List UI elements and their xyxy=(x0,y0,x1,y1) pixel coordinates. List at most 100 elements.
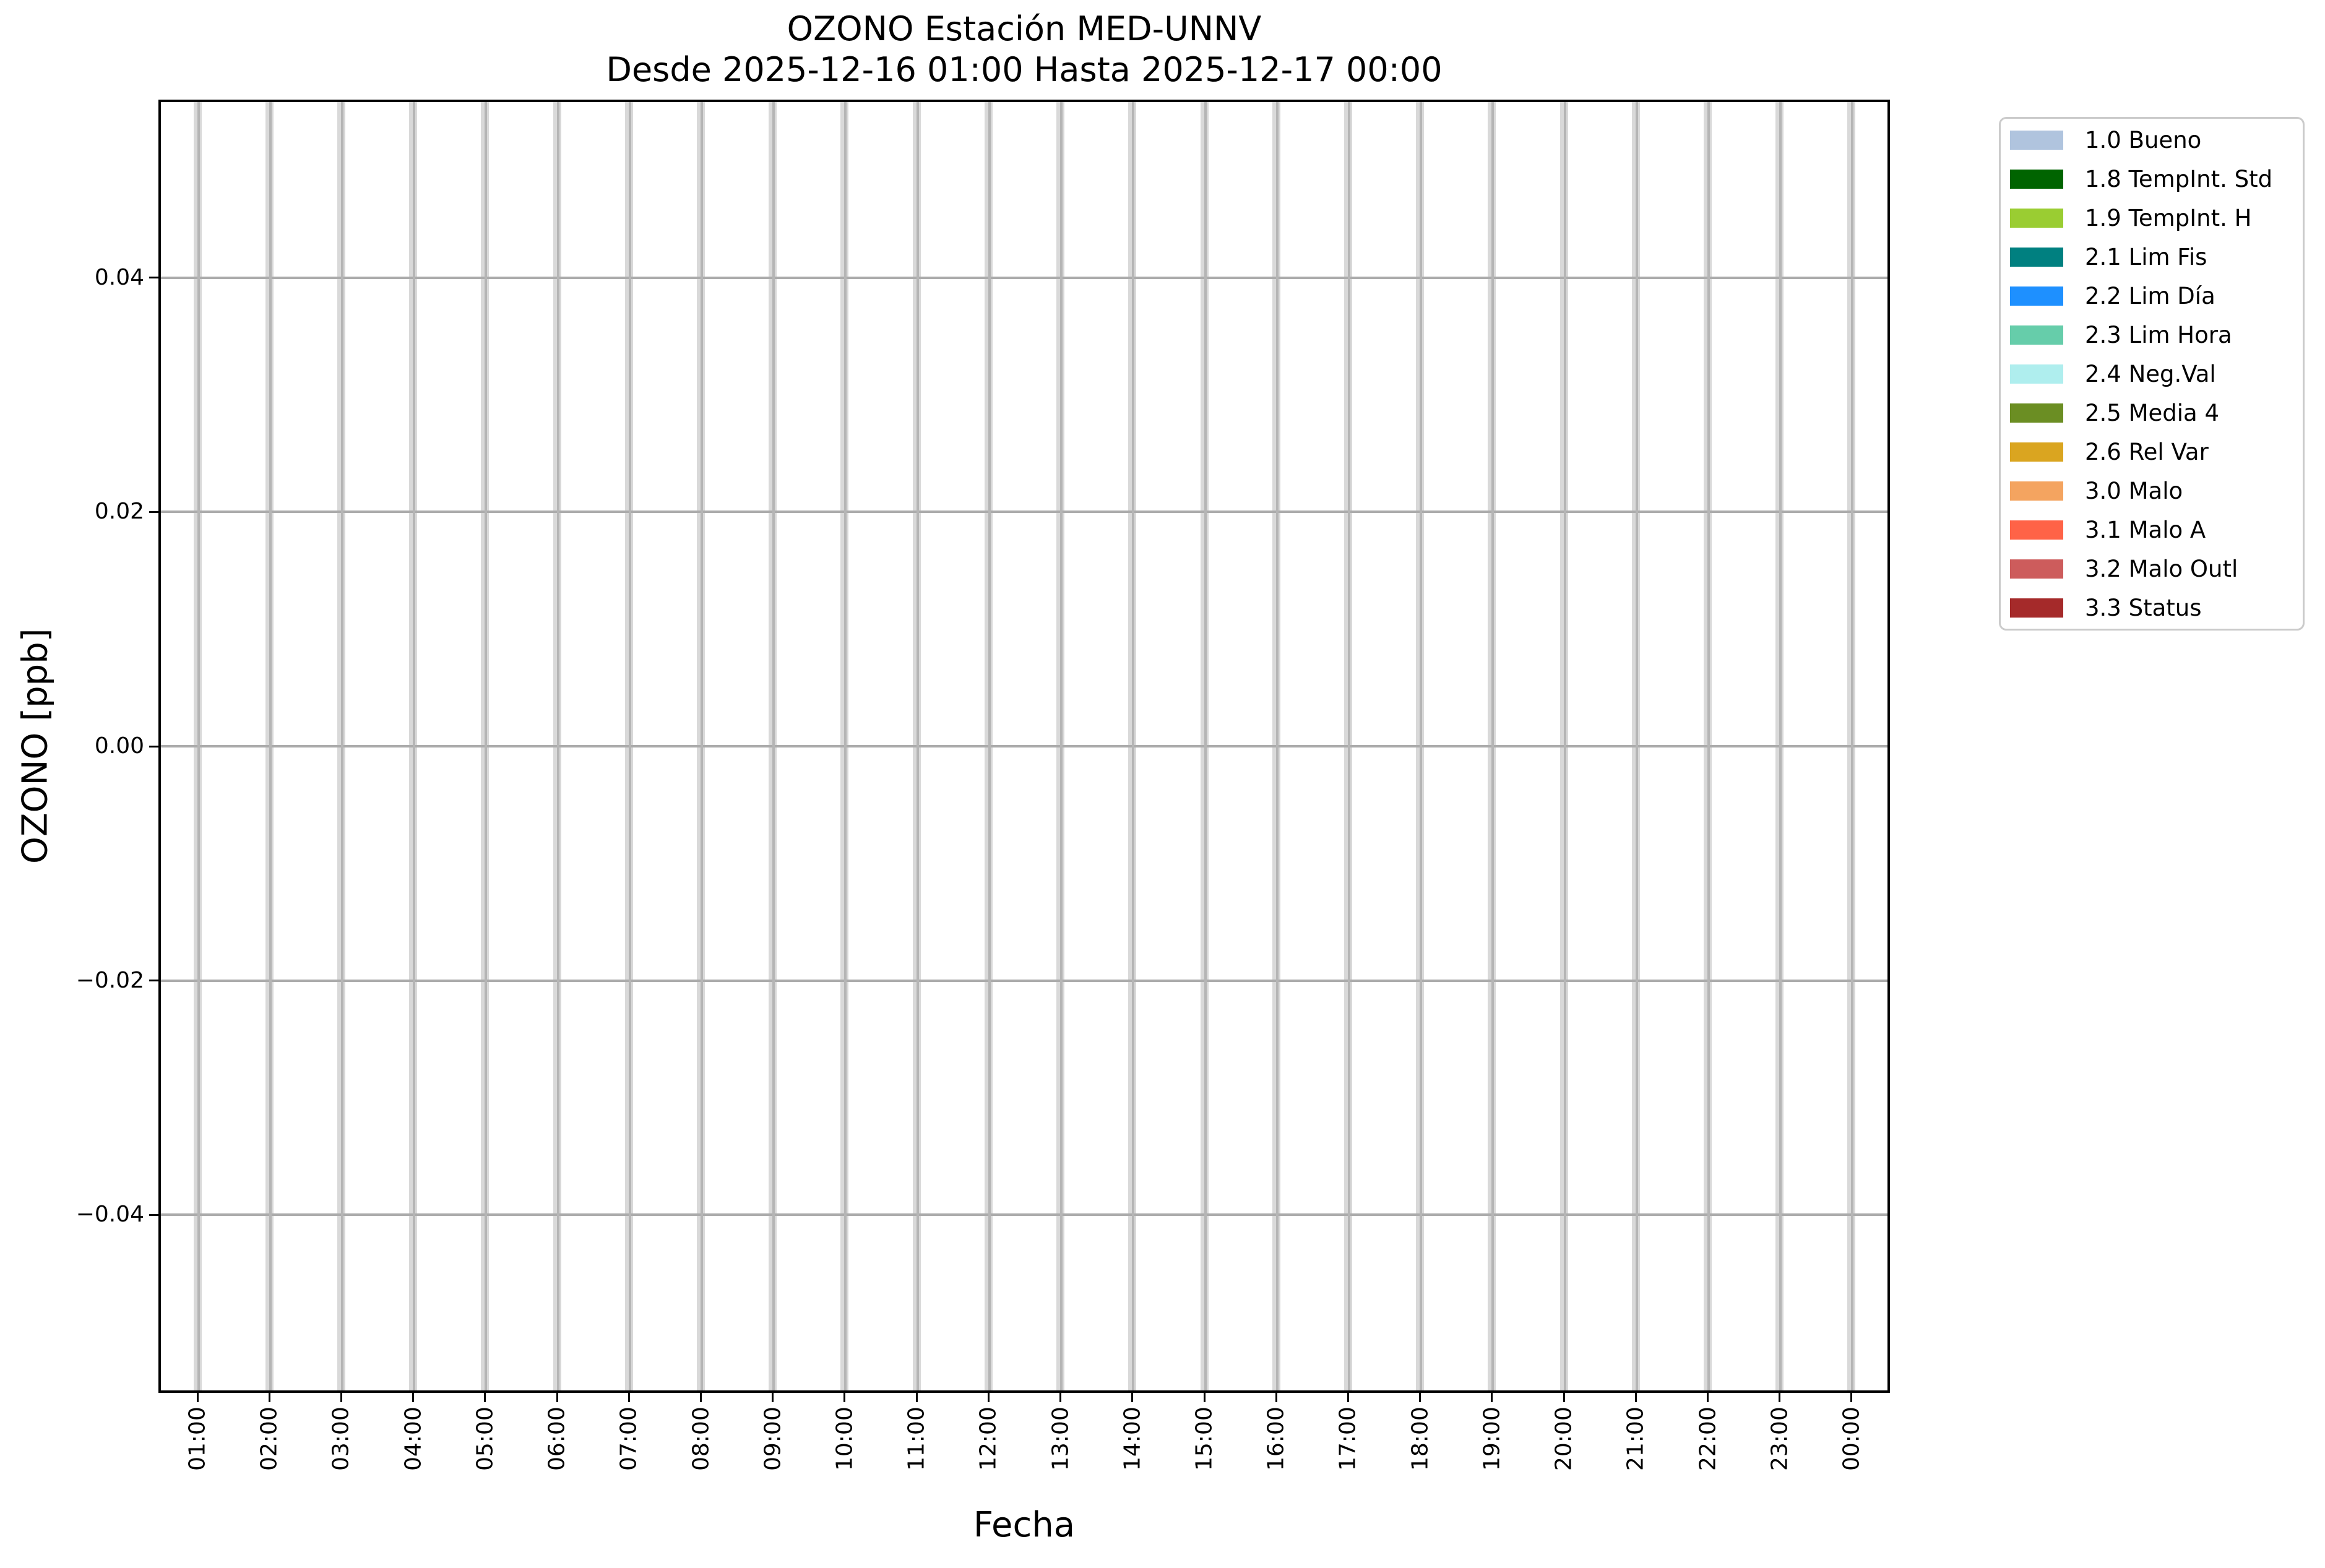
chart-title-block: OZONO Estación MED-UNNV Desde 2025-12-16… xyxy=(161,9,1887,90)
legend-label: 3.3 Status xyxy=(2085,594,2202,621)
x-tick xyxy=(1203,1393,1206,1402)
legend-label: 3.1 Malo A xyxy=(2085,516,2206,543)
x-tick-label: 22:00 xyxy=(1695,1406,1721,1471)
x-tick-label: 19:00 xyxy=(1479,1406,1505,1471)
x-tick xyxy=(1779,1393,1781,1402)
legend-label: 1.8 TempInt. Std xyxy=(2085,165,2273,192)
legend-label: 2.3 Lim Hora xyxy=(2085,321,2232,348)
y-tick-label: 0.04 xyxy=(94,264,144,290)
x-gridline xyxy=(1779,102,1782,1390)
legend-label: 2.1 Lim Fis xyxy=(2085,243,2207,270)
legend-swatch xyxy=(2010,403,2063,423)
x-gridline xyxy=(1491,102,1495,1390)
x-gridline xyxy=(1060,102,1063,1390)
x-tick-label: 16:00 xyxy=(1263,1406,1289,1471)
y-tick xyxy=(149,745,158,747)
x-tick xyxy=(1491,1393,1493,1402)
legend-entry: 2.3 Lim Hora xyxy=(2001,316,2303,355)
legend-swatch xyxy=(2010,442,2063,462)
x-tick-label: 01:00 xyxy=(184,1406,210,1471)
y-tick-label: 0.00 xyxy=(94,733,144,759)
x-gridline xyxy=(485,102,488,1390)
x-tick-label: 11:00 xyxy=(904,1406,930,1471)
x-tick-label: 21:00 xyxy=(1623,1406,1649,1471)
legend-entry: 3.0 Malo xyxy=(2001,472,2303,510)
legend-entry: 1.9 TempInt. H xyxy=(2001,199,2303,238)
x-tick xyxy=(915,1393,918,1402)
x-tick xyxy=(1850,1393,1853,1402)
legend-entry: 2.4 Neg.Val xyxy=(2001,355,2303,394)
x-tick xyxy=(340,1393,342,1402)
x-tick-label: 14:00 xyxy=(1119,1406,1145,1471)
legend-entry: 1.0 Bueno xyxy=(2001,121,2303,160)
legend-swatch xyxy=(2010,481,2063,501)
legend-entry: 2.1 Lim Fis xyxy=(2001,238,2303,277)
x-gridline xyxy=(1563,102,1566,1390)
x-tick xyxy=(700,1393,702,1402)
x-gridline xyxy=(1132,102,1135,1390)
x-tick-label: 12:00 xyxy=(975,1406,1001,1471)
legend-entry: 1.8 TempInt. Std xyxy=(2001,160,2303,199)
x-tick-label: 15:00 xyxy=(1191,1406,1217,1471)
x-tick xyxy=(268,1393,270,1402)
y-tick xyxy=(149,510,158,513)
y-tick-label: −0.02 xyxy=(75,967,144,993)
legend-entry: 3.1 Malo A xyxy=(2001,510,2303,549)
legend-label: 2.4 Neg.Val xyxy=(2085,360,2216,387)
x-tick xyxy=(484,1393,486,1402)
x-gridline xyxy=(701,102,704,1390)
legend-entry: 2.2 Lim Día xyxy=(2001,277,2303,316)
y-tick xyxy=(149,980,158,982)
legend-swatch xyxy=(2010,169,2063,189)
legend-swatch xyxy=(2010,208,2063,228)
x-gridline xyxy=(1420,102,1423,1390)
x-gridline xyxy=(628,102,631,1390)
x-tick xyxy=(772,1393,774,1402)
legend-swatch xyxy=(2010,325,2063,345)
legend-swatch xyxy=(2010,247,2063,267)
legend: 1.0 Bueno 1.8 TempInt. Std 1.9 TempInt. H 2… xyxy=(1999,117,2305,631)
x-tick xyxy=(196,1393,199,1402)
x-tick-label: 06:00 xyxy=(544,1406,570,1471)
legend-entry: 3.2 Malo Outl xyxy=(2001,549,2303,588)
legend-label: 2.6 Rel Var xyxy=(2085,438,2209,465)
x-tick-label: 13:00 xyxy=(1048,1406,1074,1471)
legend-label: 2.2 Lim Día xyxy=(2085,282,2215,309)
x-tick xyxy=(1275,1393,1277,1402)
x-tick-label: 07:00 xyxy=(616,1406,642,1471)
x-gridline xyxy=(1275,102,1279,1390)
y-tick xyxy=(149,277,158,279)
legend-swatch xyxy=(2010,559,2063,579)
legend-label: 3.2 Malo Outl xyxy=(2085,555,2238,582)
x-tick xyxy=(1563,1393,1565,1402)
chart-title: OZONO Estación MED-UNNV xyxy=(787,9,1262,48)
x-gridline xyxy=(269,102,272,1390)
legend-label: 1.9 TempInt. H xyxy=(2085,204,2252,231)
legend-swatch xyxy=(2010,520,2063,540)
x-tick xyxy=(1707,1393,1709,1402)
y-gridline xyxy=(161,745,1887,747)
x-tick xyxy=(1131,1393,1134,1402)
x-tick xyxy=(556,1393,558,1402)
x-tick-label: 02:00 xyxy=(256,1406,282,1471)
x-tick-label: 09:00 xyxy=(760,1406,786,1471)
x-tick-label: 00:00 xyxy=(1839,1406,1865,1471)
x-gridline xyxy=(1851,102,1854,1390)
x-gridline xyxy=(1204,102,1207,1390)
legend-label: 1.0 Bueno xyxy=(2085,126,2202,153)
y-gridline xyxy=(161,1213,1887,1217)
legend-swatch xyxy=(2010,364,2063,384)
y-tick-label: −0.04 xyxy=(75,1202,144,1228)
x-gridline xyxy=(772,102,775,1390)
legend-entry: 2.6 Rel Var xyxy=(2001,433,2303,472)
x-tick xyxy=(412,1393,415,1402)
legend-swatch xyxy=(2010,130,2063,150)
y-tick-label: 0.02 xyxy=(94,499,144,525)
x-tick xyxy=(1419,1393,1421,1402)
x-gridline xyxy=(1635,102,1638,1390)
legend-entry: 2.5 Media 4 xyxy=(2001,394,2303,433)
x-tick-label: 08:00 xyxy=(688,1406,714,1471)
x-gridline xyxy=(1347,102,1350,1390)
y-gridline xyxy=(161,979,1887,982)
x-axis-label: Fecha xyxy=(973,1505,1076,1545)
